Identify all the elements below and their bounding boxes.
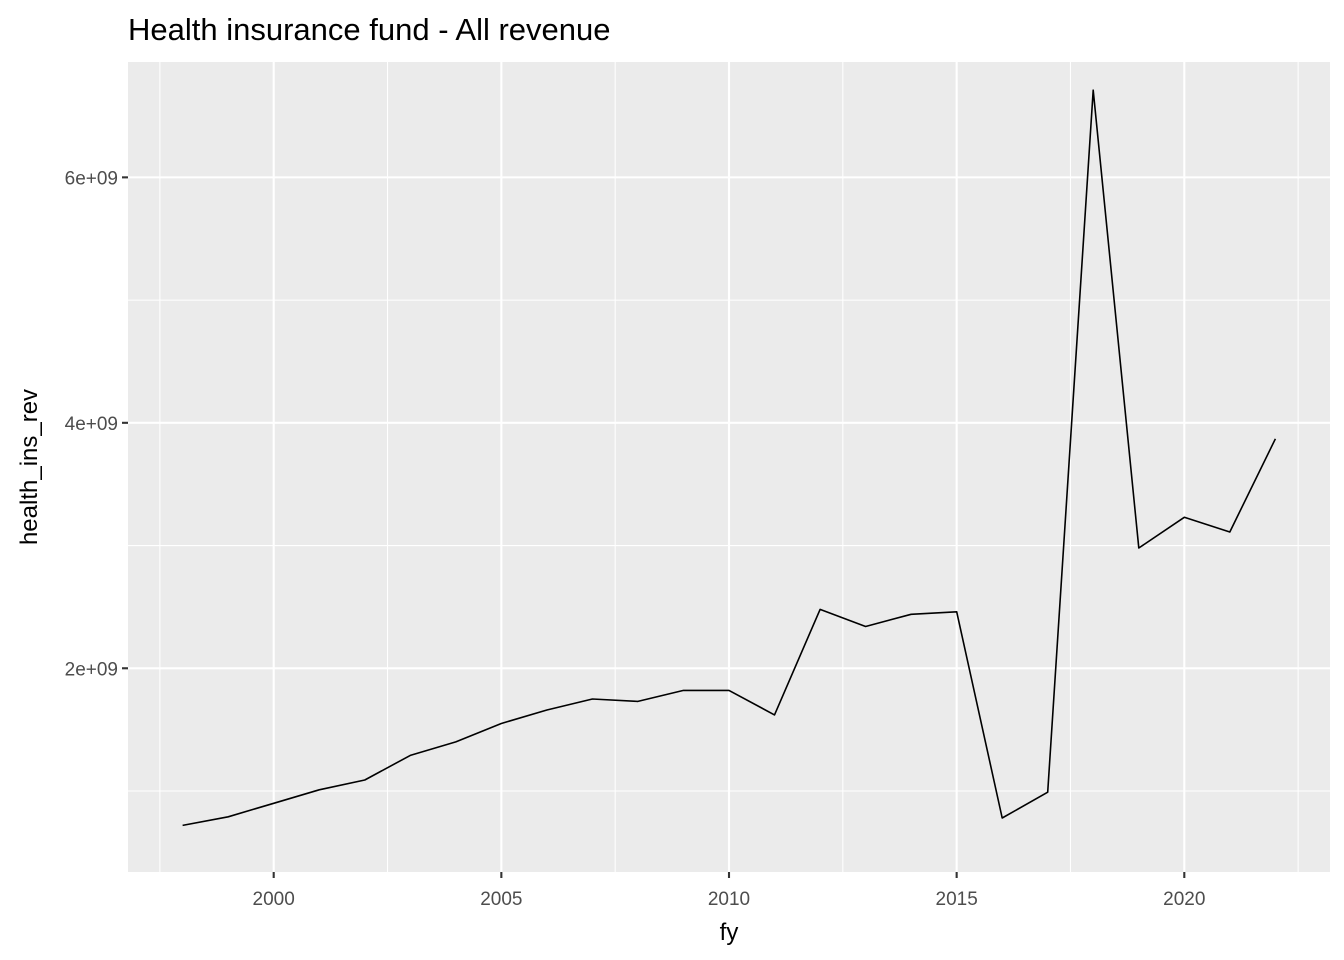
x-tick-label: 2005 [480,889,522,910]
chart-title: Health insurance fund - All revenue [128,12,611,47]
major-gridlines [128,62,1330,872]
x-axis: 2000 2005 2010 2015 2020 [253,872,1205,910]
x-tick-label: 2000 [253,889,295,910]
y-axis-title: health_ins_rev [16,389,43,545]
y-tick-label: 4e+09 [65,414,118,435]
x-tick-label: 2010 [708,889,750,910]
y-tick-label: 6e+09 [65,168,118,189]
y-tick-label: 2e+09 [65,659,118,680]
series-line [182,89,1277,827]
minor-gridlines [128,62,1330,872]
y-axis: 2e+09 4e+09 6e+09 [65,168,128,680]
x-axis-title: fy [720,919,739,946]
x-tick-label: 2020 [1163,889,1205,910]
x-tick-label: 2015 [936,889,978,910]
